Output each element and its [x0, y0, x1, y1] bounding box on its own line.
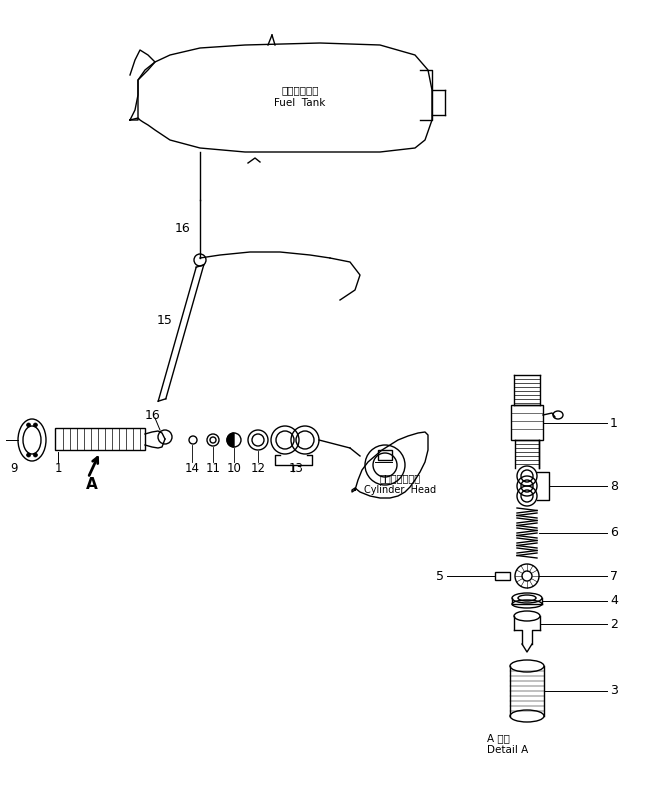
Text: 1: 1 [610, 417, 618, 429]
Text: 8: 8 [610, 480, 618, 492]
Text: 4: 4 [610, 594, 618, 608]
Text: 16: 16 [145, 408, 161, 422]
Text: A 詳細: A 詳細 [487, 733, 510, 743]
Bar [511, 405, 543, 440]
Text: 16: 16 [175, 221, 191, 235]
Bar [495, 572, 510, 580]
Text: 15: 15 [157, 314, 173, 326]
Text: 3: 3 [610, 685, 618, 697]
Circle shape [158, 430, 172, 444]
Text: 10: 10 [226, 462, 241, 474]
Circle shape [194, 254, 206, 266]
Circle shape [26, 453, 30, 457]
Text: Fuel  Tank: Fuel Tank [274, 98, 326, 108]
Text: 7: 7 [610, 570, 618, 582]
Bar [55, 428, 145, 450]
Polygon shape [227, 433, 234, 447]
Circle shape [26, 423, 30, 427]
Circle shape [34, 423, 38, 427]
Text: 9: 9 [11, 462, 18, 474]
Text: 1: 1 [54, 462, 62, 474]
Text: 6: 6 [610, 526, 618, 540]
Text: 2: 2 [610, 618, 618, 630]
Bar [378, 450, 392, 460]
Circle shape [34, 453, 38, 457]
Text: 12: 12 [251, 462, 265, 474]
Text: A: A [86, 477, 98, 492]
Text: Cylinder  Head: Cylinder Head [364, 485, 436, 495]
Text: シリンダヘッド: シリンダヘッド [380, 473, 420, 483]
Text: フェルタンク: フェルタンク [281, 85, 318, 95]
Text: 13: 13 [289, 462, 303, 474]
Text: 14: 14 [184, 462, 199, 474]
Text: 5: 5 [436, 570, 444, 582]
Text: 11: 11 [205, 462, 220, 474]
Text: Detail A: Detail A [487, 745, 528, 755]
